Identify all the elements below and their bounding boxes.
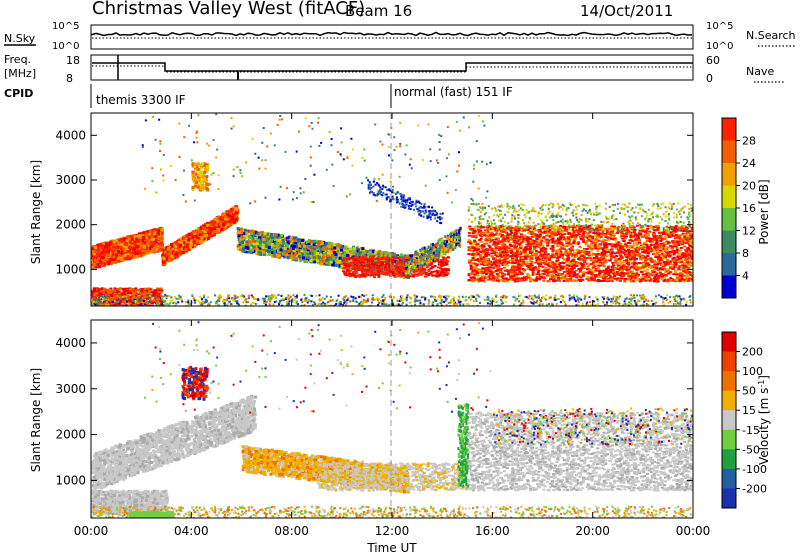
power-colorbar-tick-1: 8 [742, 247, 749, 260]
velocity-ytick-tick-2: 3000 [55, 382, 86, 396]
power-colorbar-swatch-4 [722, 208, 736, 231]
beam-label: Beam 16 [345, 2, 412, 20]
power-ylabel: Slant Range [km] [29, 160, 43, 264]
velocity-colorbar-swatch-0 [722, 332, 736, 353]
time-tick-5: 20:00 [575, 524, 610, 538]
freq-unit: [MHz] [4, 67, 36, 80]
velocity-ytick-tick-0: 1000 [55, 473, 86, 487]
velocity-colorbar-label: Velocity [m s-1] [757, 375, 771, 465]
power-data [91, 113, 693, 306]
power-ytick-tick-0: 1000 [55, 262, 86, 276]
power-colorbar-swatch-3 [722, 185, 736, 209]
velocity-colorbar-tick-3: 15 [742, 404, 756, 417]
velocity-colorbar-swatch-2 [722, 371, 736, 392]
power-colorbar-swatch-0 [722, 118, 736, 141]
power-colorbar-tick-5: 24 [742, 157, 756, 170]
velocity-colorbar-tick-4: -15 [742, 424, 760, 437]
nsky-series [91, 31, 693, 37]
power-colorbar-tick-2: 12 [742, 225, 756, 238]
velocity-colorbar-swatch-8 [722, 488, 736, 509]
time-tick-4: 16:00 [475, 524, 510, 538]
power-ytick-tick-2: 3000 [55, 173, 86, 187]
power-colorbar-swatch-7 [722, 275, 736, 299]
velocity-colorbar-swatch-1 [722, 351, 736, 372]
power-colorbar-swatch-1 [722, 140, 736, 164]
velocity-colorbar-tick-5: -50 [742, 443, 760, 456]
cpid-segment-2: normal (fast) 151 IF [394, 85, 513, 99]
power-colorbar-label: Power [dB] [757, 179, 771, 244]
freq-tick-low: 8 [66, 72, 73, 85]
velocity-ytick-tick-1: 2000 [55, 428, 86, 442]
time-tick-1: 04:00 [174, 524, 209, 538]
freq-panel: Freq. [MHz] 18 8 60 0 Nave [4, 53, 784, 85]
power-colorbar-tick-6: 28 [742, 135, 756, 148]
power-colorbar-tick-4: 20 [742, 180, 756, 193]
xaxis-label: Time UT [366, 541, 417, 554]
velocity-colorbar-tick-7: -200 [742, 482, 767, 495]
power-yaxis: 1000 2000 3000 4000 [55, 128, 693, 276]
velocity-ytick-tick-3: 4000 [55, 336, 86, 350]
time-tick-3: 12:00 [375, 524, 410, 538]
nsky-tick-low: 10^0 [52, 41, 79, 52]
velocity-colorbar-tick-0: 200 [742, 346, 763, 359]
velocity-data [91, 321, 693, 518]
power-panel: 1000 2000 3000 4000 Slant Range [km] [29, 112, 694, 307]
plot-title: Christmas Valley West (fitACF) [92, 0, 365, 19]
velocity-colorbar-swatch-7 [722, 468, 736, 489]
power-ytick-tick-3: 4000 [55, 128, 86, 142]
freq-tick-high: 18 [66, 54, 80, 67]
nave-tick-high: 60 [706, 54, 720, 67]
velocity-colorbar-tick-1: 100 [742, 365, 763, 378]
time-tick-6: 00:00 [676, 524, 711, 538]
nave-tick-low: 0 [706, 72, 713, 85]
velocity-colorbar-swatch-5 [722, 429, 736, 450]
nsky-tick-high: 10^5 [52, 21, 79, 32]
power-colorbar-tick-3: 16 [742, 202, 756, 215]
cpid-label: CPID [4, 87, 33, 100]
freq-label: Freq. [4, 53, 31, 66]
nave-series [92, 65, 693, 73]
velocity-colorbar-swatch-6 [722, 449, 736, 470]
nsearch-label: N.Search [746, 29, 796, 42]
time-tick-2: 08:00 [274, 524, 309, 538]
date-label: 14/Oct/2011 [580, 2, 673, 20]
velocity-yaxis: 1000 2000 3000 4000 [55, 336, 693, 487]
velocity-colorbar-swatch-4 [722, 410, 736, 431]
velocity-colorbar: 200 100 50 15 -15 -50 -100 -200 [721, 331, 767, 509]
nsky-label: N.Sky [4, 32, 36, 45]
nsearch-tick-high: 10^5 [706, 21, 733, 32]
time-tick-0: 00:00 [74, 524, 109, 538]
power-colorbar-swatch-2 [722, 163, 736, 186]
nsky-panel: N.Sky 10^5 10^0 10^5 10^0 N.Search [4, 21, 796, 52]
power-colorbar-tick-0: 4 [742, 270, 749, 283]
velocity-colorbar-swatch-3 [722, 390, 736, 411]
nsearch-tick-low: 10^0 [706, 41, 733, 52]
velocity-colorbar-tick-6: -100 [742, 463, 767, 476]
power-ytick-tick-1: 2000 [55, 218, 86, 232]
velocity-colorbar-tick-2: 50 [742, 385, 756, 398]
power-colorbar: 4 8 12 16 20 24 28 [721, 117, 756, 299]
power-colorbar-swatch-6 [722, 253, 736, 276]
freq-series [92, 62, 693, 72]
nave-label: Nave [746, 65, 774, 78]
velocity-ylabel: Slant Range [km] [29, 368, 43, 472]
power-colorbar-swatch-5 [722, 230, 736, 254]
cpid-row: CPID themis 3300 IF normal (fast) 151 IF [4, 84, 513, 108]
time-xaxis: 00:00 04:00 08:00 12:00 16:00 20:00 00:00 [74, 113, 711, 538]
cpid-segment-1: themis 3300 IF [96, 93, 186, 107]
